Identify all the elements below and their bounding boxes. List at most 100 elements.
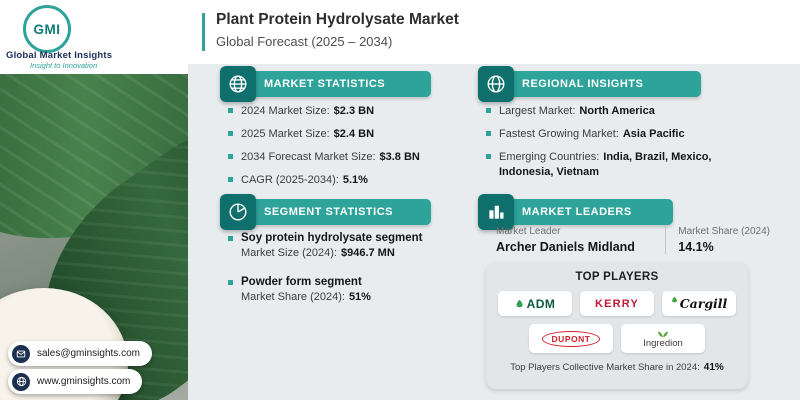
market-leaders-banner: MARKET LEADERS: [478, 194, 673, 230]
segment-statistics-list: Soy protein hydrolysate segment Market S…: [228, 232, 466, 320]
list-item: Largest Market: North America: [486, 104, 738, 119]
section-title: REGIONAL INSIGHTS: [522, 78, 644, 90]
market-leader-name: Archer Daniels Midland: [496, 240, 635, 254]
stat-label: Market Size (2024):: [241, 247, 337, 259]
envelope-icon: [12, 344, 30, 363]
logo-cargill: Cargill: [662, 291, 736, 316]
stat-label: 2024 Market Size:: [241, 105, 330, 117]
stat-value: $946.7 MN: [340, 247, 395, 259]
vertical-divider: [665, 226, 667, 254]
stat-label: 2025 Market Size:: [241, 127, 330, 140]
sprout-icon: [658, 331, 668, 339]
segment-name: Powder form segment: [241, 276, 362, 288]
regional-insights-list: Largest Market: North America Fastest Gro…: [486, 104, 738, 187]
bullet-icon: [228, 153, 233, 159]
footer-label: Top Players Collective Market Share in 2…: [510, 362, 700, 373]
stat-label: Fastest Growing Market:: [499, 127, 619, 140]
globe-icon: [229, 75, 247, 93]
stat-value: Asia Pacific: [622, 127, 685, 140]
regional-insights-banner: REGIONAL INSIGHTS: [478, 66, 701, 102]
leaf-icon: [516, 299, 523, 308]
stat-label: Largest Market:: [499, 105, 576, 117]
section-title: MARKET LEADERS: [522, 206, 632, 218]
bullet-icon: [486, 108, 491, 113]
market-leaders-block: Market Leader Archer Daniels Midland Mar…: [496, 226, 770, 254]
top-players-footer: Top Players Collective Market Share in 2…: [496, 362, 738, 373]
gmi-logo-circle: GMI: [23, 5, 71, 53]
page-subtitle: Global Forecast (2025 – 2034): [216, 34, 393, 49]
stat-value: $3.8 BN: [379, 150, 420, 163]
stat-label: 2034 Forecast Market Size:: [241, 150, 376, 163]
top-players-title: TOP PLAYERS: [575, 271, 659, 283]
globe-icon: [12, 372, 30, 391]
logo-kerry-text: KERRY: [594, 297, 640, 310]
list-item: CAGR (2025-2034): 5.1%: [228, 173, 466, 188]
bullet-icon: [228, 280, 233, 285]
bullet-icon: [228, 176, 233, 182]
segment-statistics-banner: SEGMENT STATISTICS: [220, 194, 431, 230]
list-item: 2025 Market Size: $2.4 BN: [228, 127, 466, 142]
email-contact-pill[interactable]: sales@gminsights.com: [8, 341, 152, 366]
logo-adm: ADM: [498, 291, 572, 316]
top-players-logos: ADM KERRY Cargill DUPONT Ingredion: [496, 291, 738, 353]
stat-value: North America: [579, 105, 655, 117]
bullet-icon: [228, 108, 233, 113]
page-title: Plant Protein Hydrolysate Market: [216, 11, 459, 28]
stat-label: CAGR (2025-2034):: [241, 173, 339, 186]
market-leaders-ribbon: MARKET LEADERS: [505, 199, 673, 225]
logo-ingredion-text: Ingredion: [643, 338, 683, 349]
list-item: Soy protein hydrolysate segment Market S…: [228, 232, 466, 259]
segment-name: Soy protein hydrolysate segment: [241, 232, 423, 244]
email-text: sales@gminsights.com: [37, 348, 140, 359]
logo-cargill-text: Cargill: [679, 296, 728, 311]
bullet-icon: [228, 236, 233, 241]
market-leader-label: Market Leader: [496, 226, 561, 237]
market-statistics-ribbon: MARKET STATISTICS: [247, 71, 431, 97]
list-item: Emerging Countries: India, Brazil, Mexico…: [486, 150, 738, 180]
market-leaders-icon-tile: [478, 194, 514, 230]
brand-name: Global Market Insights: [6, 50, 113, 61]
stat-value: 51%: [348, 291, 371, 303]
stat-value: India, Brazil, Mexico, Indonesia, Vietna…: [499, 150, 712, 178]
stat-label: Emerging Countries:: [499, 150, 600, 163]
title-divider: [202, 13, 205, 51]
stat-label: Market Share (2024):: [241, 291, 345, 303]
website-text: www.gminsights.com: [37, 376, 131, 387]
list-item: Fastest Growing Market: Asia Pacific: [486, 127, 738, 142]
top-players-panel: TOP PLAYERS ADM KERRY Cargill DUPONT Ing…: [486, 262, 748, 389]
segment-statistics-icon-tile: [220, 194, 256, 230]
website-contact-pill[interactable]: www.gminsights.com: [8, 369, 143, 394]
market-share-col: Market Share (2024) 14.1%: [678, 226, 770, 254]
buildings-icon: [489, 205, 504, 219]
bullet-icon: [486, 153, 491, 159]
logo-dupont-text: DUPONT: [541, 330, 601, 347]
segment-statistics-ribbon: SEGMENT STATISTICS: [247, 199, 431, 225]
logo-dupont: DUPONT: [529, 324, 613, 353]
stat-value: $2.3 BN: [333, 105, 375, 117]
regional-insights-ribbon: REGIONAL INSIGHTS: [505, 71, 701, 97]
bullet-icon: [228, 130, 233, 136]
market-statistics-banner: MARKET STATISTICS: [220, 66, 431, 102]
market-leader-col: Market Leader Archer Daniels Midland: [496, 226, 653, 254]
globe-icon: [487, 75, 505, 93]
brand-tagline: Insight to Innovation: [30, 61, 98, 70]
market-share-value: 14.1%: [678, 240, 714, 254]
bullet-icon: [486, 130, 491, 136]
list-item: 2034 Forecast Market Size: $3.8 BN: [228, 150, 466, 165]
section-title: SEGMENT STATISTICS: [264, 206, 393, 218]
leaf-icon: [671, 296, 677, 303]
pie-chart-icon: [229, 203, 247, 221]
gmi-logo-text: GMI: [33, 21, 61, 37]
logo-adm-text: ADM: [526, 296, 556, 311]
market-statistics-icon-tile: [220, 66, 256, 102]
regional-insights-icon-tile: [478, 66, 514, 102]
stat-value: $2.4 BN: [333, 127, 375, 140]
gmi-logo: GMI Global Market Insights Insight to In…: [0, 0, 188, 74]
market-statistics-list: 2024 Market Size: $2.3 BN 2025 Market Siz…: [228, 104, 466, 195]
section-title: MARKET STATISTICS: [264, 78, 386, 90]
list-item: Powder form segment Market Share (2024):…: [228, 276, 466, 303]
logo-kerry: KERRY: [580, 291, 654, 316]
footer-value: 41%: [703, 362, 724, 373]
list-item: 2024 Market Size: $2.3 BN: [228, 104, 466, 119]
stat-value: 5.1%: [342, 173, 368, 186]
